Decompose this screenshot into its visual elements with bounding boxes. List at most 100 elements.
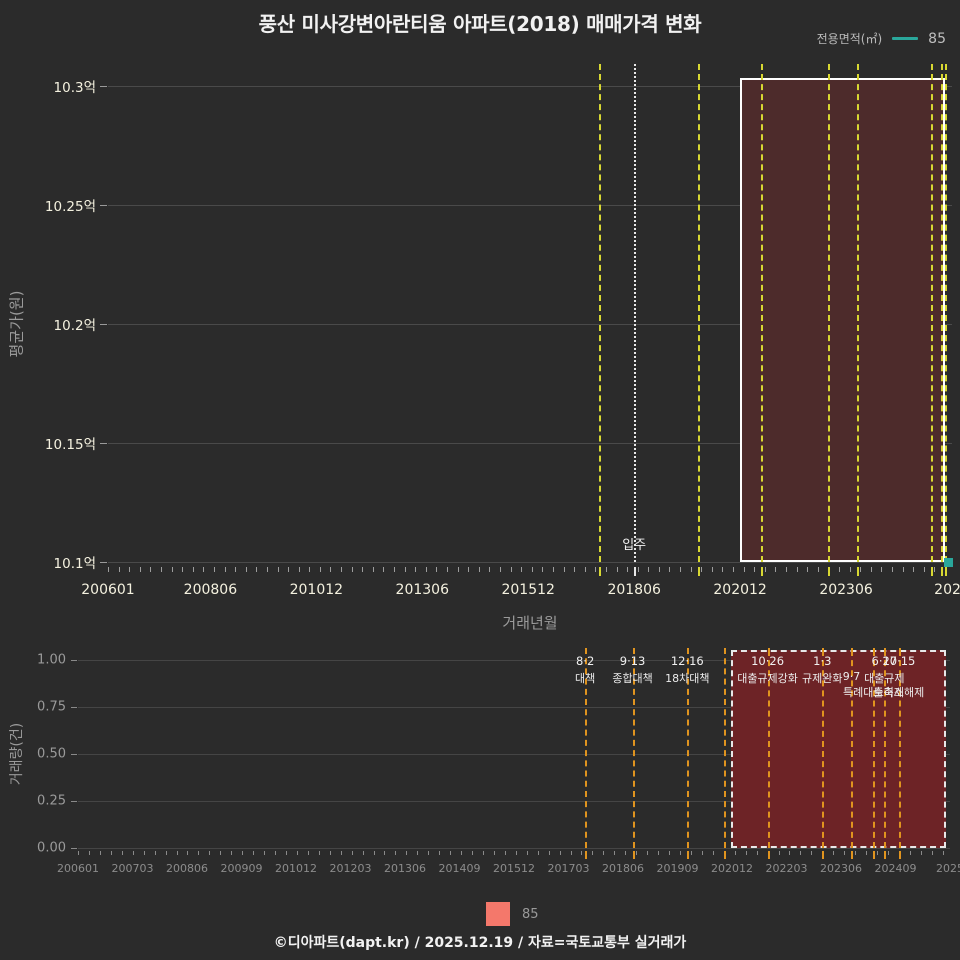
bottom-axis-tick	[910, 851, 911, 855]
main-axis-tick	[553, 567, 554, 572]
main-axis-tick	[373, 567, 374, 572]
bottom-ytick-mark	[71, 707, 77, 708]
bottom-annotation-number: 10·15	[882, 654, 915, 668]
main-xtick-label: 202306	[819, 582, 872, 598]
bottom-ytick-label: 1.00	[37, 653, 66, 668]
bottom-axis-tick	[100, 851, 101, 855]
bottom-xtick-label: 201512	[493, 862, 535, 875]
bottom-axis-tick	[406, 851, 407, 855]
bottom-axis-tick	[527, 851, 528, 855]
bottom-axis-tick	[417, 851, 418, 855]
bottom-axis-tick	[461, 851, 462, 855]
bottom-axis-tick	[122, 851, 123, 855]
main-axis-tick	[172, 567, 173, 572]
main-axis-event-tick	[828, 567, 830, 576]
main-axis-tick	[415, 567, 416, 572]
bottom-axis-tick	[341, 851, 342, 855]
main-axis-tick	[881, 567, 882, 572]
bottom-axis-tick	[505, 851, 506, 855]
bottom-ytick-label: 0.50	[37, 747, 66, 762]
bottom-xtick-label: 202203	[766, 862, 808, 875]
main-axis-tick	[246, 567, 247, 572]
bottom-axis-event-tick	[899, 851, 901, 859]
bottom-axis-tick	[395, 851, 396, 855]
bottom-axis-tick	[560, 851, 561, 855]
bottom-axis-tick	[592, 851, 593, 855]
main-ytick-mark	[100, 443, 107, 444]
bottom-xtick-label: 2025	[936, 862, 960, 875]
bottom-axis-tick	[231, 851, 232, 855]
main-axis-tick	[532, 567, 533, 572]
main-axis-tick	[871, 567, 872, 572]
main-event-vline	[634, 64, 636, 562]
bottom-axis-tick	[483, 851, 484, 855]
main-axis-tick	[924, 567, 925, 572]
bottom-xtick-label: 201306	[384, 862, 426, 875]
main-x-axis-title: 거래년월	[502, 612, 557, 633]
bottom-axis-tick	[363, 851, 364, 855]
main-axis-tick	[426, 567, 427, 572]
bottom-axis-event-tick	[822, 851, 824, 859]
bottom-annotation-label: 종합대책	[612, 670, 652, 686]
bottom-axis-tick	[757, 851, 758, 855]
bottom-annotation-number: 1·3	[813, 654, 831, 668]
chart-page: 풍산 미사강변아란티움 아파트(2018) 매매가격 변화 전용면적(㎡) 85…	[0, 0, 960, 960]
main-axis-tick	[617, 567, 618, 572]
bottom-tick-rail	[78, 851, 950, 859]
bottom-axis-tick	[549, 851, 550, 855]
bottom-axis-tick	[450, 851, 451, 855]
main-axis-tick	[542, 567, 543, 572]
footer-legend: 85	[486, 902, 539, 926]
bottom-axis-tick	[680, 851, 681, 855]
main-axis-tick	[108, 567, 109, 572]
main-xtick-label: 200806	[184, 582, 237, 598]
bottom-axis-tick	[428, 851, 429, 855]
bottom-axis-tick	[789, 851, 790, 855]
main-axis-tick	[892, 567, 893, 572]
bottom-event-vline	[724, 648, 726, 848]
main-axis-event-tick	[634, 567, 636, 576]
bottom-axis-tick	[833, 851, 834, 855]
main-axis-tick	[638, 567, 639, 572]
bottom-axis-tick	[943, 851, 944, 855]
bottom-axis-event-tick	[884, 851, 886, 859]
main-xtick-label: 201806	[607, 582, 660, 598]
bottom-axis-tick	[308, 851, 309, 855]
main-axis-tick	[564, 567, 565, 572]
bottom-annotation-number: 8·2	[576, 654, 594, 668]
bottom-axis-tick	[647, 851, 648, 855]
bottom-axis-tick	[264, 851, 265, 855]
bottom-ytick-mark	[71, 801, 77, 802]
main-axis-tick	[447, 567, 448, 572]
main-event-vline-overlay	[761, 64, 763, 562]
bar-color-swatch-icon	[486, 902, 510, 926]
bottom-ytick-mark	[71, 848, 77, 849]
bottom-axis-tick	[636, 851, 637, 855]
bottom-axis-event-tick	[768, 851, 770, 859]
main-axis-tick	[299, 567, 300, 572]
main-axis-event-tick	[698, 567, 700, 576]
main-axis-tick	[214, 567, 215, 572]
main-xtick-label: 201012	[290, 582, 343, 598]
main-axis-tick	[309, 567, 310, 572]
main-axis-tick	[394, 567, 395, 572]
bottom-axis-event-tick	[724, 851, 726, 859]
main-axis-tick	[468, 567, 469, 572]
main-axis-event-tick	[857, 567, 859, 576]
main-axis-tick	[585, 567, 586, 572]
bottom-axis-tick	[352, 851, 353, 855]
main-y-axis-title: 평균가(원)	[6, 291, 27, 358]
main-axis-tick	[754, 567, 755, 572]
bottom-xtick-label: 201012	[275, 862, 317, 875]
bottom-axis-event-tick	[585, 851, 587, 859]
main-axis-event-tick	[941, 567, 943, 576]
main-axis-event-tick	[761, 567, 763, 576]
main-xtick-label: 201512	[501, 582, 554, 598]
bottom-axis-tick	[494, 851, 495, 855]
main-axis-tick	[330, 567, 331, 572]
main-axis-tick	[807, 567, 808, 572]
main-axis-tick	[818, 567, 819, 572]
bottom-axis-tick	[155, 851, 156, 855]
main-axis-tick	[680, 567, 681, 572]
top-legend-label: 전용면적(㎡)	[817, 30, 883, 47]
